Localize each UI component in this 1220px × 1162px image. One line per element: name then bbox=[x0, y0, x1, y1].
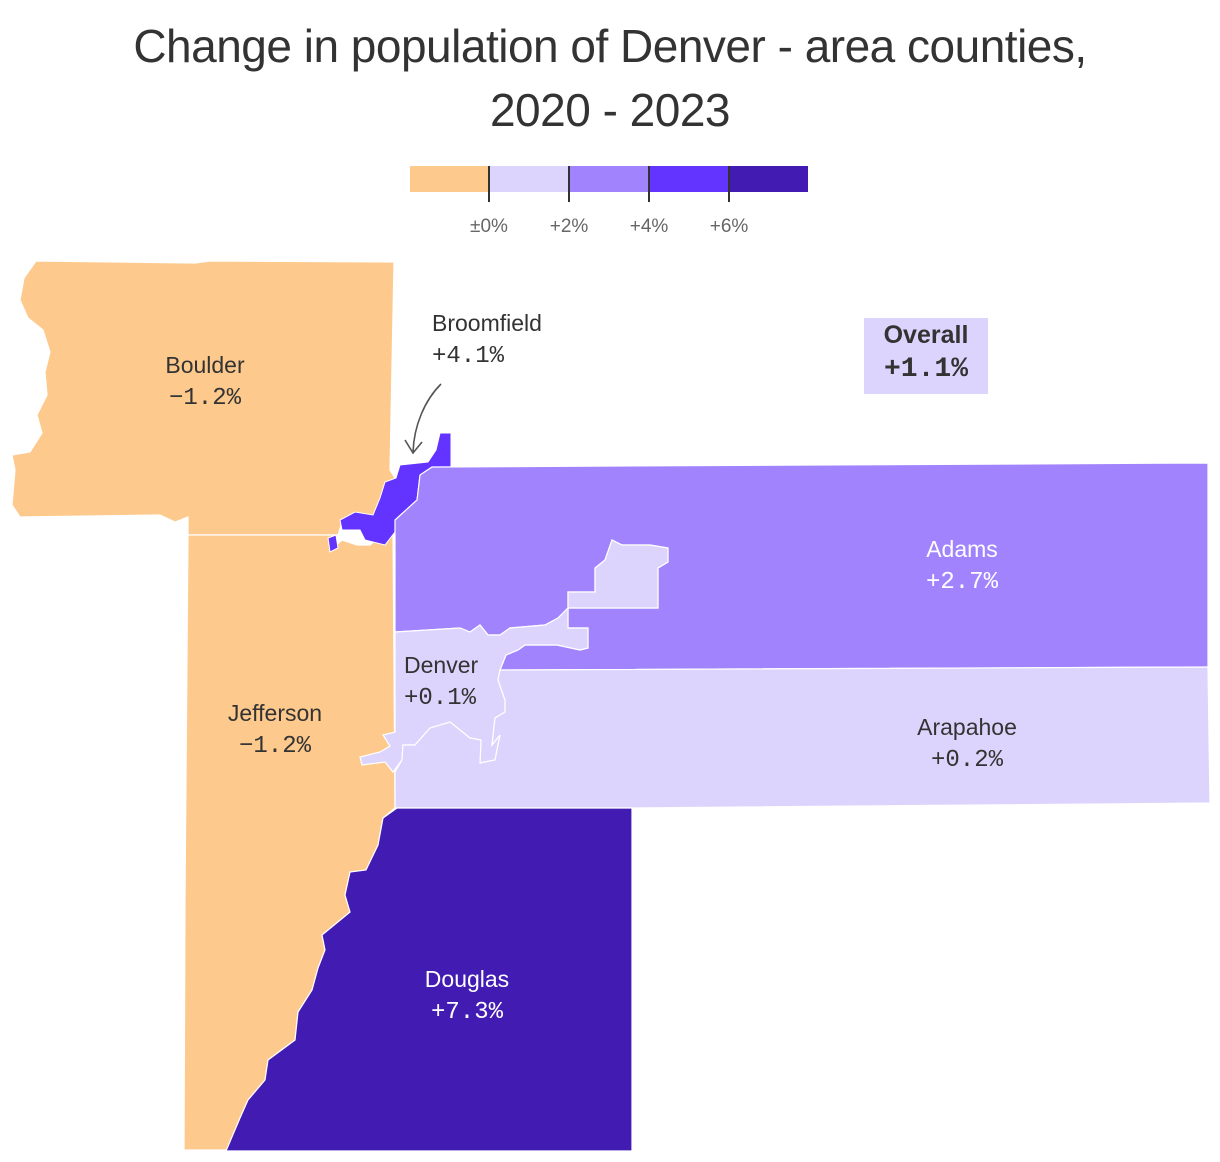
county-value: +2.7% bbox=[925, 569, 998, 596]
legend-tick-label: +2% bbox=[549, 216, 589, 237]
county-value: −1.2% bbox=[238, 733, 311, 760]
broomfield-pointer-arrow bbox=[412, 383, 442, 453]
legend-swatch-4-6 bbox=[648, 166, 729, 192]
legend-swatch-negative bbox=[410, 166, 490, 192]
legend-tick bbox=[728, 166, 730, 202]
county-name: Douglas bbox=[424, 966, 510, 992]
label-broomfield: Broomfield +4.1% bbox=[432, 306, 592, 374]
overall-badge: Overall +1.1% bbox=[864, 318, 988, 394]
county-name: Adams bbox=[926, 536, 998, 562]
color-legend bbox=[410, 166, 808, 192]
legend-tick-label: +6% bbox=[709, 216, 749, 237]
county-value: +0.2% bbox=[930, 747, 1003, 774]
label-arapahoe: Arapahoe +0.2% bbox=[887, 710, 1047, 778]
county-name: Arapahoe bbox=[917, 714, 1017, 740]
chart-title: Change in population of Denver - area co… bbox=[0, 14, 1220, 142]
legend-swatch-6-plus bbox=[728, 166, 808, 192]
county-name: Boulder bbox=[165, 352, 245, 378]
label-jefferson: Jefferson −1.2% bbox=[195, 696, 355, 764]
county-broomfield-enclave[interactable] bbox=[327, 534, 339, 553]
arrowhead-icon bbox=[404, 439, 423, 455]
legend-tick-label: ±0% bbox=[470, 216, 508, 237]
title-line-1: Change in population of Denver - area co… bbox=[133, 20, 1087, 72]
overall-value: +1.1% bbox=[883, 354, 968, 385]
label-denver: Denver +0.1% bbox=[404, 648, 524, 716]
legend-tick bbox=[568, 166, 570, 202]
legend-tick bbox=[648, 166, 650, 202]
county-name: Jefferson bbox=[227, 700, 323, 726]
overall-label: Overall bbox=[883, 321, 969, 349]
county-value: +7.3% bbox=[430, 999, 503, 1026]
label-boulder: Boulder −1.2% bbox=[130, 348, 280, 416]
label-adams: Adams +2.7% bbox=[887, 532, 1037, 600]
county-name: Denver bbox=[404, 652, 479, 678]
county-value: −1.2% bbox=[168, 385, 241, 412]
legend-swatch-2-4 bbox=[569, 166, 649, 192]
title-line-2: 2020 - 2023 bbox=[489, 84, 731, 136]
legend-swatch-0-2 bbox=[489, 166, 570, 192]
county-name: Broomfield bbox=[432, 310, 542, 336]
county-value: +0.1% bbox=[404, 685, 477, 712]
county-douglas[interactable] bbox=[225, 807, 633, 1152]
legend-tick bbox=[488, 166, 490, 202]
label-douglas: Douglas +7.3% bbox=[392, 962, 542, 1030]
legend-tick-label: +4% bbox=[629, 216, 669, 237]
county-value: +4.1% bbox=[432, 343, 505, 370]
